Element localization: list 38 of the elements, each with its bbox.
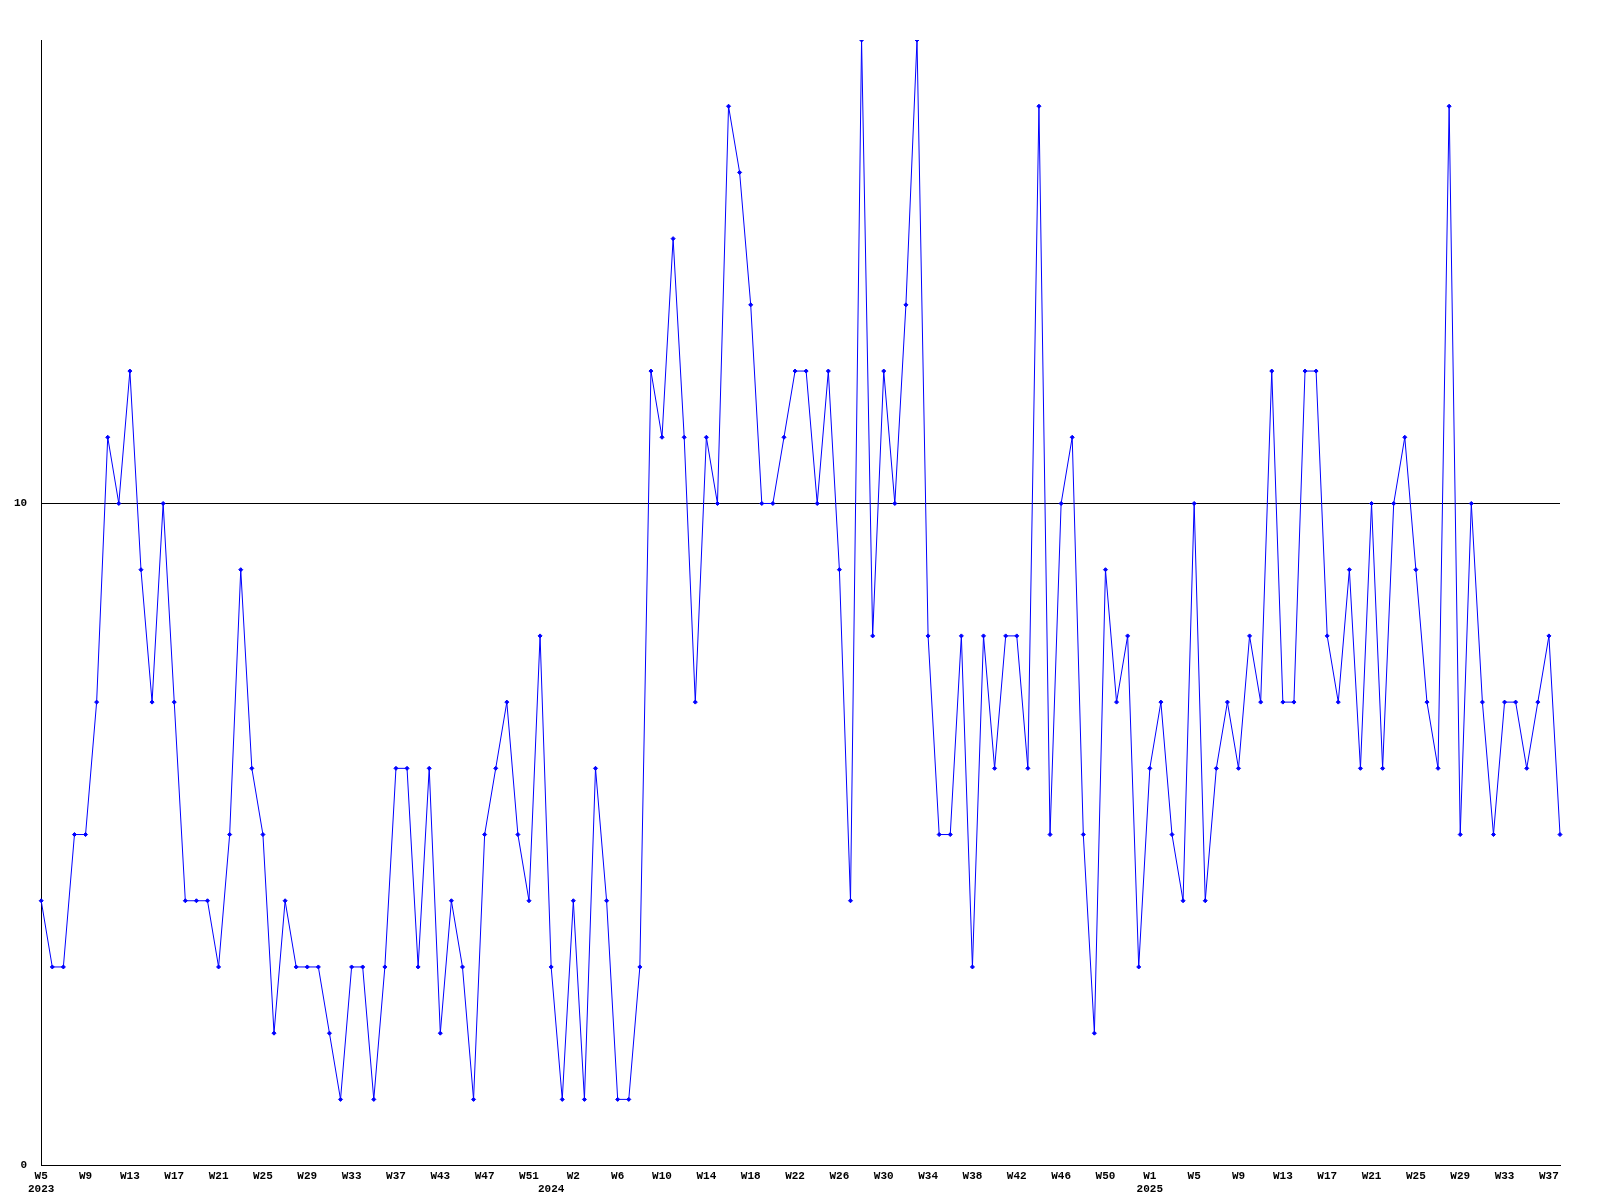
x-tick-label: W6 — [611, 1169, 625, 1182]
x-tick-label: W25 — [1405, 1169, 1427, 1182]
x-tick-label: W10 — [652, 1169, 672, 1182]
x-tick-label: W17 — [164, 1169, 185, 1182]
x-tick-label: W33 — [1494, 1169, 1515, 1182]
x-tick-label: W5 2023 — [28, 1169, 55, 1196]
x-tick-label: W33 — [341, 1169, 362, 1182]
x-tick-label: W30 — [873, 1169, 894, 1182]
x-tick-label: W42 — [1006, 1169, 1027, 1182]
x-tick-label: W13 — [1272, 1169, 1294, 1182]
x-tick-label: W29 — [297, 1169, 318, 1182]
x-tick-label: W26 — [829, 1169, 850, 1182]
x-tick-label: W50 — [1095, 1169, 1116, 1182]
x-tick-label: W18 — [740, 1169, 762, 1182]
x-tick-label: W21 — [208, 1169, 229, 1182]
x-tick-label: W13 — [119, 1169, 141, 1182]
x-tick-label: W9 — [1231, 1169, 1246, 1182]
x-tick-label: W46 — [1051, 1169, 1072, 1182]
x-tick-label: W21 — [1361, 1169, 1382, 1182]
x-tick-label: W5 — [1187, 1169, 1202, 1182]
x-tick-label: W2 — [566, 1169, 580, 1182]
x-tick-label: W25 — [253, 1169, 274, 1182]
x-tick-label: W37 — [1539, 1169, 1559, 1182]
x-tick-label: W47 — [474, 1169, 495, 1182]
x-tick-label: W43 — [430, 1169, 451, 1182]
x-tick-label: W34 — [918, 1169, 939, 1182]
x-tick-label: W14 — [696, 1169, 717, 1182]
x-tick-label: W9 — [78, 1169, 93, 1182]
x-tick-label: W22 — [785, 1169, 805, 1182]
x-tick-label: 2024 — [537, 1183, 565, 1196]
x-tick-label: W51 — [519, 1169, 540, 1182]
y-tick-label: 0 — [20, 1159, 28, 1172]
x-tick-label: W1 2025 — [1136, 1169, 1164, 1196]
x-tick-label: W38 — [962, 1169, 983, 1182]
y-tick-label: 10 — [14, 497, 28, 510]
x-tick-label: W29 — [1450, 1169, 1471, 1182]
x-tick-label: W17 — [1317, 1169, 1338, 1182]
x-tick-label: W37 — [386, 1169, 406, 1182]
